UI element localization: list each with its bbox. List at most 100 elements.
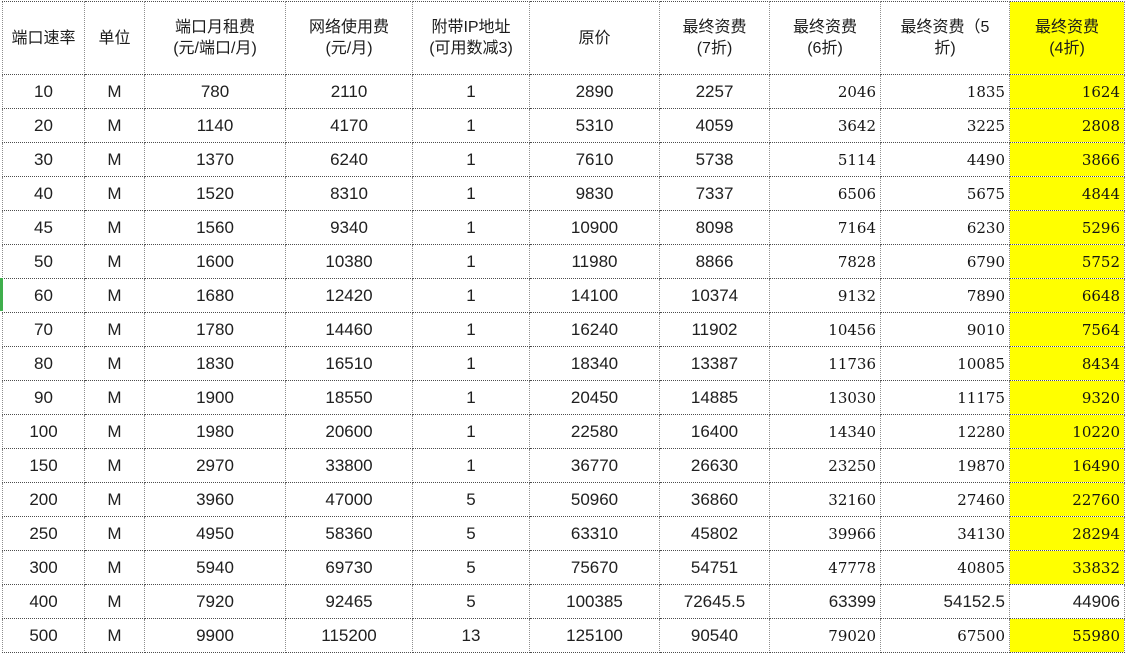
cell-network-usage-fee[interactable]: 18550: [285, 380, 413, 415]
cell-port-speed[interactable]: 500: [2, 618, 85, 653]
cell-port-speed[interactable]: 30: [2, 142, 85, 177]
column-header-final-fee-70[interactable]: 最终资费 (7折): [659, 1, 770, 75]
cell-unit[interactable]: M: [84, 550, 145, 585]
cell-final-fee-50[interactable]: 19870: [880, 448, 1010, 483]
cell-original-price[interactable]: 63310: [529, 516, 660, 551]
cell-final-fee-40[interactable]: 22760: [1009, 482, 1125, 517]
cell-unit[interactable]: M: [84, 176, 145, 211]
cell-final-fee-50[interactable]: 10085: [880, 346, 1010, 381]
cell-port-monthly-rent[interactable]: 1560: [144, 210, 286, 245]
cell-included-ip[interactable]: 1: [412, 108, 530, 143]
cell-final-fee-70[interactable]: 4059: [659, 108, 770, 143]
cell-final-fee-70[interactable]: 10374: [659, 278, 770, 313]
column-header-unit[interactable]: 单位: [84, 1, 145, 75]
cell-final-fee-40[interactable]: 44906: [1009, 584, 1125, 619]
cell-network-usage-fee[interactable]: 2110: [285, 74, 413, 109]
cell-final-fee-60[interactable]: 5114: [769, 142, 881, 177]
cell-final-fee-50[interactable]: 4490: [880, 142, 1010, 177]
cell-network-usage-fee[interactable]: 33800: [285, 448, 413, 483]
cell-final-fee-70[interactable]: 8098: [659, 210, 770, 245]
cell-included-ip[interactable]: 1: [412, 176, 530, 211]
cell-port-speed[interactable]: 200: [2, 482, 85, 517]
cell-port-monthly-rent[interactable]: 1780: [144, 312, 286, 347]
cell-included-ip[interactable]: 1: [412, 448, 530, 483]
cell-included-ip[interactable]: 13: [412, 618, 530, 653]
cell-port-speed[interactable]: 80: [2, 346, 85, 381]
cell-port-monthly-rent[interactable]: 1980: [144, 414, 286, 449]
cell-final-fee-60[interactable]: 23250: [769, 448, 881, 483]
column-header-included-ip[interactable]: 附带IP地址 (可用数减3): [412, 1, 530, 75]
cell-port-speed[interactable]: 90: [2, 380, 85, 415]
cell-included-ip[interactable]: 1: [412, 380, 530, 415]
cell-final-fee-40[interactable]: 6648: [1009, 278, 1125, 313]
cell-network-usage-fee[interactable]: 58360: [285, 516, 413, 551]
cell-final-fee-60[interactable]: 13030: [769, 380, 881, 415]
column-header-port-speed[interactable]: 端口速率: [2, 1, 85, 75]
cell-final-fee-70[interactable]: 16400: [659, 414, 770, 449]
cell-network-usage-fee[interactable]: 16510: [285, 346, 413, 381]
cell-final-fee-70[interactable]: 54751: [659, 550, 770, 585]
cell-final-fee-70[interactable]: 72645.5: [659, 584, 770, 619]
cell-included-ip[interactable]: 1: [412, 244, 530, 279]
cell-final-fee-50[interactable]: 12280: [880, 414, 1010, 449]
cell-final-fee-60[interactable]: 2046: [769, 74, 881, 109]
cell-unit[interactable]: M: [84, 414, 145, 449]
cell-final-fee-50[interactable]: 9010: [880, 312, 1010, 347]
cell-unit[interactable]: M: [84, 380, 145, 415]
cell-final-fee-40[interactable]: 1624: [1009, 74, 1125, 109]
column-header-final-fee-40[interactable]: 最终资费 (4折): [1009, 1, 1125, 75]
cell-final-fee-70[interactable]: 36860: [659, 482, 770, 517]
cell-port-monthly-rent[interactable]: 7920: [144, 584, 286, 619]
cell-final-fee-60[interactable]: 9132: [769, 278, 881, 313]
cell-final-fee-50[interactable]: 7890: [880, 278, 1010, 313]
cell-final-fee-60[interactable]: 6506: [769, 176, 881, 211]
cell-unit[interactable]: M: [84, 516, 145, 551]
cell-final-fee-60[interactable]: 39966: [769, 516, 881, 551]
cell-original-price[interactable]: 75670: [529, 550, 660, 585]
cell-network-usage-fee[interactable]: 115200: [285, 618, 413, 653]
cell-final-fee-40[interactable]: 3866: [1009, 142, 1125, 177]
cell-network-usage-fee[interactable]: 69730: [285, 550, 413, 585]
cell-final-fee-60[interactable]: 7828: [769, 244, 881, 279]
cell-original-price[interactable]: 125100: [529, 618, 660, 653]
cell-unit[interactable]: M: [84, 312, 145, 347]
cell-network-usage-fee[interactable]: 9340: [285, 210, 413, 245]
cell-final-fee-60[interactable]: 14340: [769, 414, 881, 449]
cell-port-monthly-rent[interactable]: 780: [144, 74, 286, 109]
cell-final-fee-70[interactable]: 14885: [659, 380, 770, 415]
cell-network-usage-fee[interactable]: 6240: [285, 142, 413, 177]
column-header-original-price[interactable]: 原价: [529, 1, 660, 75]
cell-final-fee-50[interactable]: 3225: [880, 108, 1010, 143]
cell-final-fee-50[interactable]: 27460: [880, 482, 1010, 517]
cell-unit[interactable]: M: [84, 346, 145, 381]
cell-network-usage-fee[interactable]: 4170: [285, 108, 413, 143]
cell-original-price[interactable]: 14100: [529, 278, 660, 313]
cell-port-speed[interactable]: 400: [2, 584, 85, 619]
cell-included-ip[interactable]: 1: [412, 210, 530, 245]
cell-final-fee-40[interactable]: 5752: [1009, 244, 1125, 279]
cell-port-speed[interactable]: 20: [2, 108, 85, 143]
cell-final-fee-70[interactable]: 26630: [659, 448, 770, 483]
cell-port-monthly-rent[interactable]: 1900: [144, 380, 286, 415]
cell-network-usage-fee[interactable]: 10380: [285, 244, 413, 279]
cell-original-price[interactable]: 16240: [529, 312, 660, 347]
cell-original-price[interactable]: 9830: [529, 176, 660, 211]
cell-final-fee-50[interactable]: 40805: [880, 550, 1010, 585]
cell-final-fee-40[interactable]: 16490: [1009, 448, 1125, 483]
cell-final-fee-70[interactable]: 8866: [659, 244, 770, 279]
cell-final-fee-70[interactable]: 2257: [659, 74, 770, 109]
column-header-network-usage-fee[interactable]: 网络使用费 (元/月): [285, 1, 413, 75]
cell-network-usage-fee[interactable]: 12420: [285, 278, 413, 313]
cell-port-speed[interactable]: 250: [2, 516, 85, 551]
cell-included-ip[interactable]: 5: [412, 584, 530, 619]
cell-port-speed[interactable]: 70: [2, 312, 85, 347]
cell-port-monthly-rent[interactable]: 3960: [144, 482, 286, 517]
cell-final-fee-40[interactable]: 4844: [1009, 176, 1125, 211]
column-header-port-monthly-rent[interactable]: 端口月租费 (元/端口/月): [144, 1, 286, 75]
cell-final-fee-60[interactable]: 32160: [769, 482, 881, 517]
cell-original-price[interactable]: 2890: [529, 74, 660, 109]
cell-final-fee-40[interactable]: 7564: [1009, 312, 1125, 347]
cell-final-fee-70[interactable]: 11902: [659, 312, 770, 347]
cell-included-ip[interactable]: 5: [412, 550, 530, 585]
cell-original-price[interactable]: 10900: [529, 210, 660, 245]
